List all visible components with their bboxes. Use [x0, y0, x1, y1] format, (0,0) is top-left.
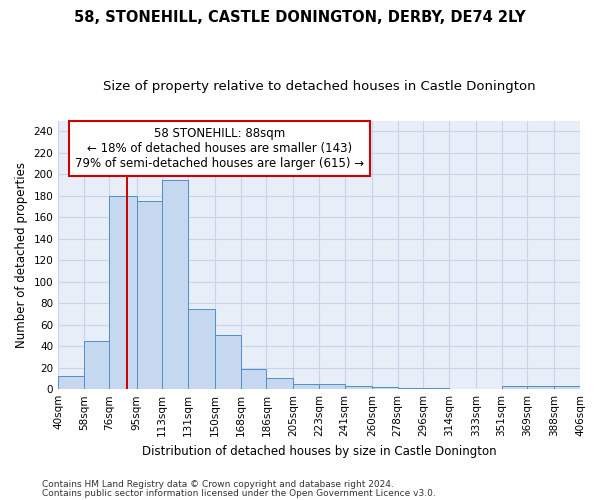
Bar	[215, 336, 241, 389]
Bar	[554, 386, 580, 389]
Bar	[502, 386, 527, 389]
Bar	[84, 341, 109, 389]
Bar	[423, 388, 449, 389]
Bar	[188, 308, 215, 389]
Bar	[109, 196, 137, 389]
Text: 58 STONEHILL: 88sqm
← 18% of detached houses are smaller (143)
79% of semi-detac: 58 STONEHILL: 88sqm ← 18% of detached ho…	[76, 128, 364, 170]
Bar	[319, 384, 345, 389]
Bar	[372, 387, 398, 389]
Bar	[162, 180, 188, 389]
Bar	[241, 369, 266, 389]
Bar	[58, 376, 84, 389]
Text: Contains HM Land Registry data © Crown copyright and database right 2024.: Contains HM Land Registry data © Crown c…	[42, 480, 394, 489]
Title: Size of property relative to detached houses in Castle Donington: Size of property relative to detached ho…	[103, 80, 535, 93]
Bar	[398, 388, 423, 389]
Bar	[527, 386, 554, 389]
Text: Contains public sector information licensed under the Open Government Licence v3: Contains public sector information licen…	[42, 488, 436, 498]
Bar	[266, 378, 293, 389]
X-axis label: Distribution of detached houses by size in Castle Donington: Distribution of detached houses by size …	[142, 444, 496, 458]
Bar	[293, 384, 319, 389]
Text: 58, STONEHILL, CASTLE DONINGTON, DERBY, DE74 2LY: 58, STONEHILL, CASTLE DONINGTON, DERBY, …	[74, 10, 526, 25]
Bar	[137, 201, 162, 389]
Bar	[345, 386, 372, 389]
Y-axis label: Number of detached properties: Number of detached properties	[15, 162, 28, 348]
